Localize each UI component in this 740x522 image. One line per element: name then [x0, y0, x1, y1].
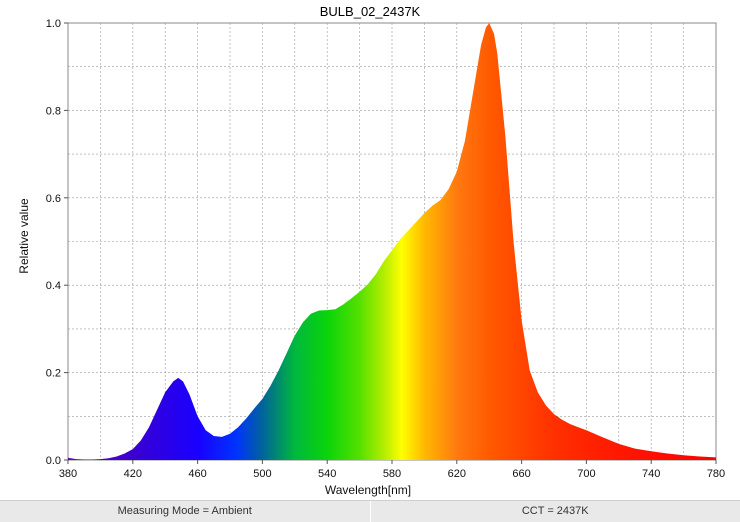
x-tick-label: 540 [318, 468, 336, 480]
y-tick-label: 0.8 [46, 105, 61, 117]
x-tick-label: 500 [253, 468, 271, 480]
spectrum-chart: 380 420 460 500 540 580 620 660 700 740 780 0.0 0.2… [0, 0, 740, 500]
x-tick-label: 740 [642, 468, 660, 480]
chart-title: BULB_02_2437K [320, 4, 421, 19]
x-tick-label: 380 [59, 468, 77, 480]
x-tick-label: 620 [448, 468, 466, 480]
y-tick-label: 0.6 [46, 193, 61, 205]
y-axis-label: Relative value [17, 198, 31, 274]
y-tick-label: 0.4 [46, 280, 61, 292]
x-tick-label: 660 [512, 468, 530, 480]
x-tick-label: 780 [707, 468, 725, 480]
y-axis-ticks: 0.0 0.2 0.4 0.6 0.8 1.0 [46, 18, 68, 467]
x-tick-label: 420 [124, 468, 142, 480]
y-tick-label: 0.2 [46, 368, 61, 380]
y-tick-label: 1.0 [46, 18, 61, 30]
x-tick-label: 460 [188, 468, 206, 480]
x-axis-label: Wavelength[nm] [325, 483, 411, 497]
y-tick-label: 0.0 [46, 455, 61, 467]
measuring-mode-status: Measuring Mode = Ambient [0, 501, 370, 522]
x-tick-label: 700 [577, 468, 595, 480]
x-axis-ticks: 380 420 460 500 540 580 620 660 700 740 780 [59, 460, 725, 480]
x-tick-label: 580 [383, 468, 401, 480]
cct-status: CCT = 2437K [370, 501, 740, 522]
status-bar: Measuring Mode = Ambient CCT = 2437K [0, 500, 740, 522]
